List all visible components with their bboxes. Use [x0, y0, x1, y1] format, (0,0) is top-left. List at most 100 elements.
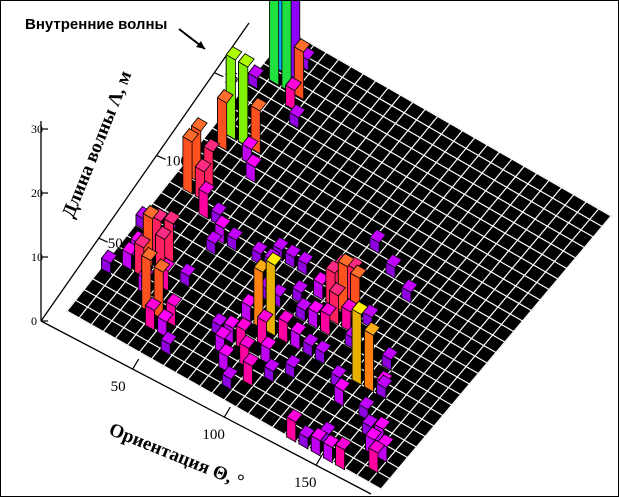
bar: [216, 88, 234, 152]
bar: [221, 364, 239, 391]
bar-face-top: [263, 357, 281, 373]
bar-face-top: [241, 135, 259, 151]
bar-face-top: [160, 330, 178, 346]
bar-face-top: [337, 252, 355, 268]
bar: [160, 330, 178, 356]
grid-line: [271, 151, 501, 428]
grid-line: [237, 95, 559, 280]
bar-face-front: [163, 218, 174, 263]
bar-face-top: [401, 278, 419, 294]
bar: [298, 424, 316, 450]
bar: [156, 307, 174, 339]
bar-face-top: [245, 153, 263, 168]
bar: [182, 127, 200, 195]
bar-face-front: [281, 1, 292, 94]
bar: [284, 353, 302, 380]
grid-line: [288, 30, 612, 217]
bar-face-top: [363, 321, 381, 336]
bar-face-top: [328, 282, 346, 297]
bar-face-top: [214, 325, 232, 340]
bar-face-top: [218, 343, 236, 358]
bar: [401, 278, 419, 304]
bar: [376, 374, 394, 400]
bar: [100, 248, 118, 275]
bar: [240, 292, 258, 323]
grid-line: [368, 208, 600, 483]
bar-face-top: [154, 225, 172, 241]
bar-face-top: [210, 201, 228, 216]
y-axis-title: Длина волны Λ, м: [58, 68, 136, 221]
bar: [363, 321, 381, 393]
bar-face-top: [221, 365, 239, 380]
bar: [288, 103, 306, 130]
bar: [263, 357, 281, 383]
bar-face-top: [369, 228, 387, 244]
y-tick-mark: [156, 154, 166, 160]
bar-face-top: [310, 427, 328, 442]
z-tick-label: 30: [31, 122, 43, 136]
x-tick-mark: [223, 406, 231, 418]
grid-line: [263, 62, 585, 249]
bar: [295, 296, 313, 323]
z-tick-label: 20: [31, 186, 43, 200]
bar-face-front: [268, 1, 280, 86]
bar: [121, 240, 139, 271]
bar-face-top: [250, 97, 268, 112]
bar-face-top: [247, 64, 265, 79]
x-tick-label: 100: [202, 427, 225, 443]
bar-face-top: [141, 246, 159, 262]
bar-face-top: [349, 264, 367, 279]
x-tick-mark: [315, 454, 323, 466]
bar: [333, 376, 351, 407]
bar-face-front: [351, 308, 362, 386]
bars: [100, 1, 419, 474]
bar-face-top: [385, 253, 403, 269]
bar-face-top: [211, 312, 229, 327]
y-tick-label: 100: [166, 153, 189, 169]
bar-face-front: [293, 46, 305, 101]
bar: [218, 342, 236, 373]
bar: [364, 425, 382, 457]
bar-face-top: [235, 317, 253, 332]
bar: [144, 296, 162, 332]
bar-face-top: [214, 214, 232, 230]
bar: [260, 334, 278, 366]
bar: [179, 262, 197, 288]
bar: [235, 316, 253, 352]
bar: [253, 258, 271, 330]
bar: [242, 351, 260, 387]
bar-face-top: [205, 230, 223, 245]
bar-face-top: [190, 117, 208, 132]
y-tick-label: 50: [108, 236, 123, 252]
bar-face-top: [194, 158, 212, 173]
bar-face-top: [165, 292, 183, 308]
bar-face-top: [298, 424, 316, 439]
bar: [268, 1, 280, 86]
bar-face-top: [223, 314, 241, 329]
grid-line: [271, 52, 594, 238]
bar-face-top: [134, 234, 151, 249]
grid-line: [203, 138, 523, 322]
bar: [226, 225, 244, 252]
bar-face-top: [225, 46, 243, 61]
bar: [210, 200, 228, 227]
bar-face-top: [290, 321, 308, 336]
x-axis-title: Ориентация Θ, °: [106, 419, 247, 492]
title-arrow-head: [196, 41, 205, 49]
bar: [358, 395, 376, 421]
grid-line: [228, 105, 550, 291]
bar: [385, 253, 403, 279]
bar-face-top: [182, 128, 200, 143]
x-tick-mark: [132, 358, 140, 370]
bar: [369, 228, 387, 255]
bar-face-top: [100, 249, 118, 264]
bar: [381, 345, 399, 372]
bar-face-top: [144, 296, 162, 312]
bar-face-top: [297, 250, 315, 266]
bar-face-top: [293, 38, 311, 53]
x-tick-label: 50: [111, 379, 126, 395]
bar: [351, 300, 369, 386]
grid-line: [356, 201, 587, 476]
